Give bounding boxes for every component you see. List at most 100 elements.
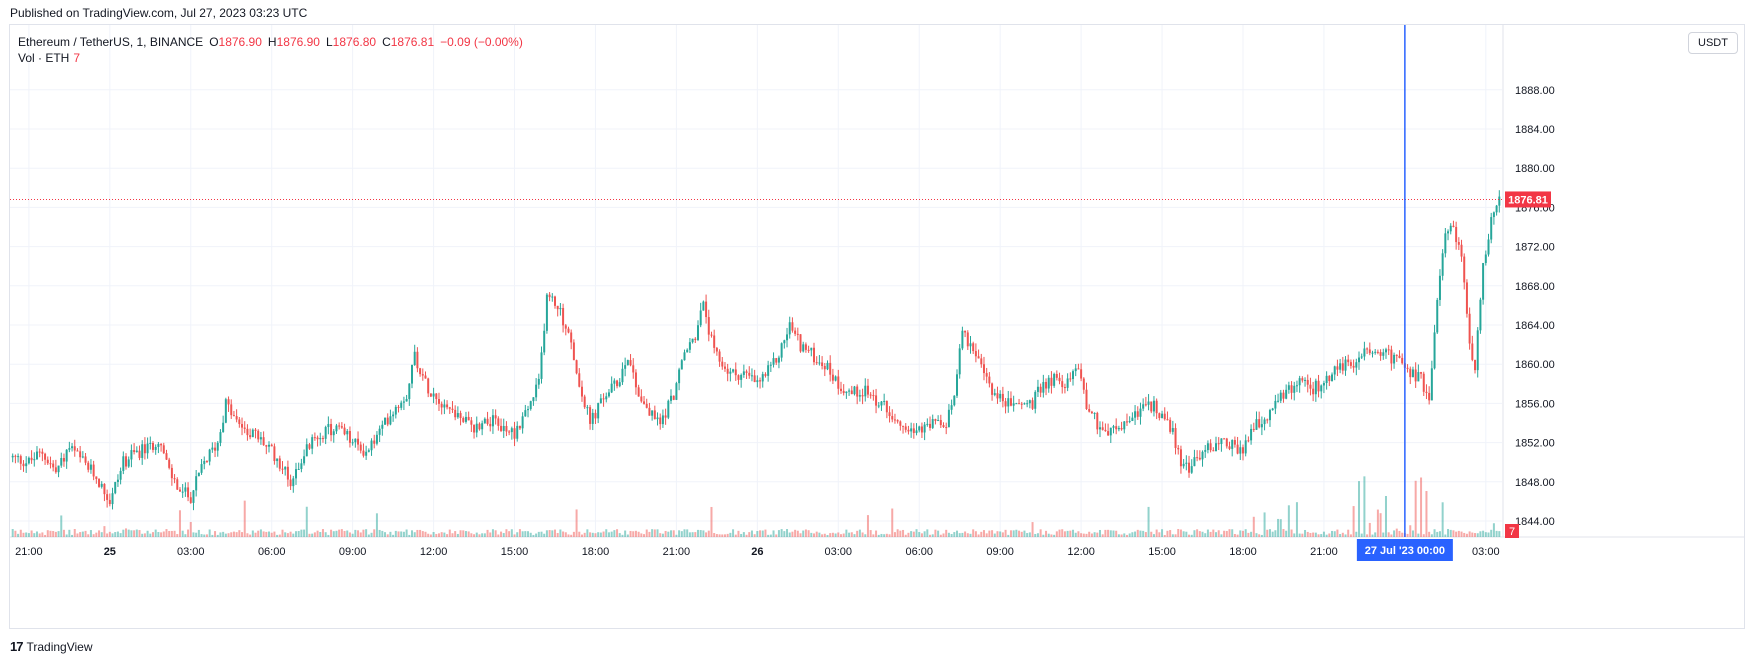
candle-body [683, 352, 686, 361]
candle-body [648, 407, 651, 416]
volume-bar [688, 532, 691, 537]
candle-body [1447, 231, 1450, 234]
volume-bar [1231, 529, 1234, 537]
candle-body [394, 406, 397, 415]
volume-bar [1155, 529, 1158, 537]
symbol-title[interactable]: Ethereum / TetherUS, 1, BINANCE [18, 35, 204, 49]
candle-body [378, 428, 381, 435]
volume-bar [934, 529, 937, 537]
candle-body [545, 294, 548, 331]
candle-body [1360, 356, 1363, 358]
x-tick-label: 15:00 [501, 546, 529, 558]
chart-canvas[interactable]: 1888.001884.001880.001876.001872.001868.… [10, 25, 1744, 628]
volume-bar [243, 500, 246, 537]
candle-body [845, 391, 848, 394]
candle-body [1031, 400, 1034, 409]
volume-bar [297, 531, 300, 537]
candle-body [848, 390, 851, 392]
candle-body [130, 450, 133, 460]
candle-body [1134, 411, 1137, 418]
volume-bar [303, 529, 306, 537]
volume-bar [62, 529, 65, 537]
volume-bar [111, 533, 114, 537]
volume-bar [230, 532, 233, 537]
volume-bar [786, 529, 789, 537]
volume-bar [553, 529, 556, 537]
volume-bar [1131, 532, 1134, 537]
volume-bar [594, 533, 597, 537]
candle-body [1225, 438, 1228, 447]
volume-bar [1120, 534, 1123, 537]
last-price-label: 1876.81 [1508, 194, 1548, 206]
candle-body [1352, 365, 1355, 368]
volume-bar [1422, 534, 1425, 537]
candle-body [1188, 462, 1191, 473]
candle-body [1128, 421, 1131, 423]
candle-body [893, 419, 896, 421]
candle-body [1417, 372, 1420, 382]
volume-bar [103, 526, 106, 537]
candle-body [950, 405, 953, 410]
volume-bar [222, 531, 225, 537]
candle-body [1123, 421, 1126, 430]
volume-bar [1009, 530, 1012, 537]
candle-body [1455, 226, 1458, 243]
volume-bar [421, 531, 424, 537]
volume-bar [1298, 533, 1301, 537]
volume-bar [464, 531, 467, 537]
low-value: 1876.80 [332, 35, 377, 49]
volume-bar [165, 529, 168, 537]
candle-body [780, 343, 783, 358]
volume-bar [910, 531, 913, 537]
volume-bar [613, 530, 616, 537]
volume-bar [429, 534, 432, 537]
volume-bar [640, 533, 643, 537]
candle-body [1247, 440, 1250, 442]
volume-bar [27, 533, 30, 537]
candle-body [875, 395, 878, 406]
volume-bar [289, 531, 292, 537]
volume-bar [624, 530, 627, 537]
volume-bar [656, 529, 659, 537]
chart-frame[interactable]: 1888.00 1884.00 1880.00 1876.00 1872.00 1868.… [9, 24, 1745, 629]
candle-body [386, 417, 389, 425]
volume-bar [359, 532, 362, 537]
volume-bar [1188, 534, 1191, 537]
volume-bar [804, 529, 807, 537]
candle-body [929, 423, 932, 428]
candle-body [721, 361, 724, 367]
volume-bar [1336, 529, 1339, 537]
candle-body [1304, 379, 1307, 381]
volume-bar [1436, 531, 1439, 537]
candle-body [1295, 385, 1298, 387]
candle-body [35, 451, 38, 460]
volume-bar [106, 533, 109, 537]
candle-body [920, 426, 923, 433]
footer-brand[interactable]: 17 TradingView [10, 639, 93, 654]
candle-body [1231, 440, 1234, 449]
volume-bar [122, 529, 125, 537]
volume-bar [1328, 533, 1331, 537]
candle-body [521, 416, 524, 429]
candle-body [583, 396, 586, 408]
volume-bar [1368, 522, 1371, 537]
candle-body [19, 456, 22, 464]
candle-body [1074, 368, 1077, 372]
candle-body [446, 404, 449, 408]
candle-body [831, 374, 834, 381]
volume-bar [907, 532, 910, 537]
currency-button[interactable]: USDT [1688, 32, 1738, 54]
volume-bar [100, 532, 103, 537]
candle-body [114, 482, 117, 494]
candle-body [184, 487, 187, 492]
volume-bar [1306, 531, 1309, 537]
volume-bar [543, 533, 546, 537]
volume-bar [877, 534, 880, 537]
volume-label[interactable]: Vol · ETH [18, 51, 70, 65]
candle-body [281, 468, 284, 470]
candle-body [241, 424, 244, 428]
volume-bar [435, 533, 438, 537]
candle-body [27, 457, 30, 464]
candle-body [92, 464, 95, 477]
volume-bar [1285, 530, 1288, 537]
